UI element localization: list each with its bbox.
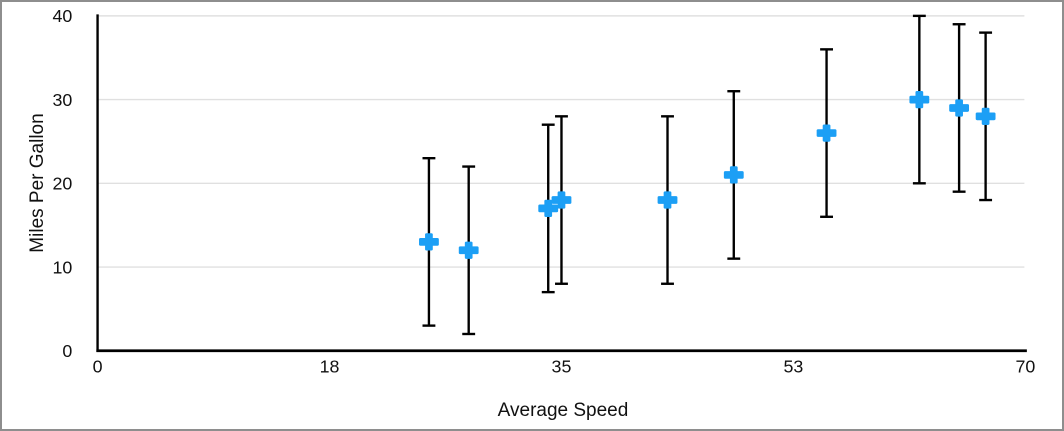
x-axis-title: Average Speed	[497, 400, 629, 421]
x-tick-label: 53	[784, 357, 804, 377]
y-tick-label: 10	[52, 257, 72, 277]
x-tick-label: 70	[1015, 357, 1035, 377]
x-tick-label: 18	[320, 357, 340, 377]
data-point-marker	[975, 107, 996, 125]
data-point-marker	[949, 99, 970, 117]
data-point-marker	[538, 199, 559, 218]
y-tick-label: 40	[52, 6, 72, 26]
data-point-marker	[816, 124, 837, 142]
y-axis-title: Miles Per Gallon	[27, 113, 48, 253]
data-point-marker	[657, 191, 678, 209]
y-tick-label: 0	[62, 341, 72, 361]
y-tick-label: 20	[52, 174, 72, 194]
data-point-marker	[419, 233, 439, 251]
data-point-marker	[551, 191, 572, 209]
y-tick-label: 30	[52, 90, 72, 110]
data-point-marker	[458, 241, 479, 259]
data-point-marker	[909, 90, 930, 109]
data-point-marker	[723, 166, 744, 184]
x-tick-label: 0	[93, 357, 103, 377]
x-tick-label: 35	[552, 357, 572, 377]
